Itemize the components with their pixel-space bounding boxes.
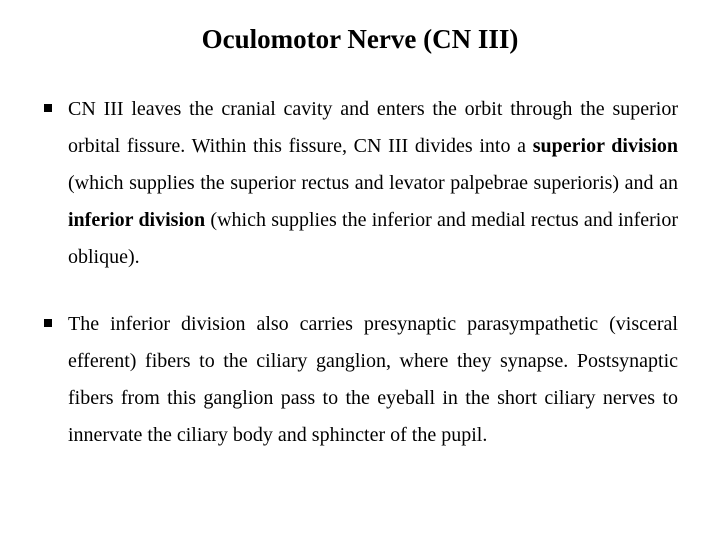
slide-container: Oculomotor Nerve (CN III) CN III leaves … bbox=[0, 0, 720, 540]
bullet-text: The inferior division also carries presy… bbox=[68, 313, 678, 446]
bullet-text-bold: inferior division bbox=[68, 209, 205, 231]
bullet-item: CN III leaves the cranial cavity and ent… bbox=[42, 91, 678, 276]
bullet-list: CN III leaves the cranial cavity and ent… bbox=[42, 91, 678, 454]
bullet-item: The inferior division also carries presy… bbox=[42, 306, 678, 454]
slide-title: Oculomotor Nerve (CN III) bbox=[42, 24, 678, 55]
bullet-text-mid: (which supplies the superior rectus and … bbox=[68, 172, 678, 194]
bullet-text-bold: superior division bbox=[533, 135, 678, 157]
